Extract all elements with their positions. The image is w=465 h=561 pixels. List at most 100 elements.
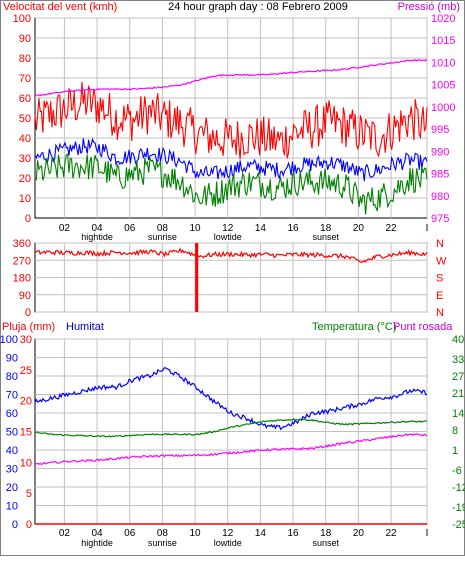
compass-label-3: E bbox=[436, 290, 443, 302]
temperature-axis-tick-5: 8 bbox=[452, 425, 458, 437]
pressure-axis-tick-1: 980 bbox=[431, 191, 449, 203]
pressure-axis-tick-2: 985 bbox=[431, 169, 449, 181]
wind-panel-xtick-9: 20 bbox=[353, 223, 365, 234]
humidity-panel-xtick-2: 06 bbox=[124, 528, 136, 539]
temperature-line bbox=[34, 418, 428, 438]
rain-axis-label: Pluja (mm) bbox=[2, 321, 55, 333]
wind-panel-event-lowtide: lowtide bbox=[214, 232, 242, 242]
humidity-axis-tick-3: 30 bbox=[6, 464, 18, 476]
rain-axis-tick-0: 0 bbox=[26, 519, 32, 531]
temperature-axis-tick-3: -6 bbox=[452, 465, 462, 477]
dewpoint-axis-label: Punt rosada bbox=[393, 321, 453, 333]
compass-label-0: N bbox=[436, 238, 444, 250]
wind-min-line bbox=[34, 153, 428, 215]
wind-axis-tick-3: 30 bbox=[19, 153, 31, 165]
rain-axis-tick-2: 10 bbox=[20, 457, 32, 469]
direction-axis-tick-3: 270 bbox=[13, 255, 31, 267]
pressure-axis-tick-9: 1020 bbox=[431, 13, 455, 25]
dewpoint-line bbox=[34, 433, 428, 466]
humidity-axis-tick-2: 20 bbox=[6, 482, 18, 494]
humidity-panel-xtick-7: 16 bbox=[288, 528, 300, 539]
humidity-panel-event-lowtide: lowtide bbox=[214, 538, 242, 548]
direction-axis-tick-1: 90 bbox=[19, 290, 31, 302]
pressure-axis-tick-5: 1000 bbox=[431, 102, 455, 114]
humidity-panel-xtick-4: 10 bbox=[190, 528, 202, 539]
humidity-panel-xtick-6: 14 bbox=[255, 528, 267, 539]
wind-average-line bbox=[34, 137, 428, 182]
temperature-axis-tick-4: 1 bbox=[452, 445, 458, 457]
direction-axis-tick-2: 180 bbox=[13, 273, 31, 285]
rain-axis-tick-3: 15 bbox=[20, 427, 32, 439]
wind-axis-tick-5: 50 bbox=[19, 113, 31, 125]
wind-panel-xtick-4: 10 bbox=[190, 223, 202, 234]
wind-direction-line bbox=[34, 247, 428, 263]
humidity-panel-xtick-3: 08 bbox=[157, 528, 169, 539]
wind-panel-xtick-8: 18 bbox=[320, 223, 332, 234]
wind-axis-tick-10: 100 bbox=[13, 13, 31, 25]
direction-spike-bar bbox=[195, 243, 199, 312]
humidity-axis-tick-8: 80 bbox=[6, 371, 18, 383]
humidity-panel-event-sunset: sunset bbox=[312, 538, 339, 548]
wind-axis-tick-1: 10 bbox=[19, 193, 31, 205]
wind-panel-xtick-0: 02 bbox=[59, 223, 71, 234]
humidity-panel-xtick-5: 12 bbox=[222, 528, 234, 539]
temperature-axis-tick-7: 21 bbox=[452, 388, 464, 400]
temperature-axis-tick-0: -25 bbox=[452, 519, 465, 531]
wind-panel-xtick-7: 16 bbox=[288, 223, 300, 234]
compass-label-4: N bbox=[436, 307, 444, 319]
humidity-panel-xtick-10: 22 bbox=[386, 528, 398, 539]
humidity-axis-tick-5: 50 bbox=[6, 427, 18, 439]
humidity-panel-event-hightide: hightide bbox=[81, 538, 113, 548]
rain-axis-tick-4: 20 bbox=[20, 396, 32, 408]
humidity-axis-tick-6: 60 bbox=[6, 408, 18, 420]
temperature-axis-tick-6: 14 bbox=[452, 408, 464, 420]
humidity-axis-tick-7: 70 bbox=[6, 390, 18, 402]
wind-axis-tick-8: 80 bbox=[19, 53, 31, 65]
humidity-panel-xtick-0: 02 bbox=[59, 528, 71, 539]
wind-axis-tick-6: 60 bbox=[19, 93, 31, 105]
humidity-axis-tick-0: 0 bbox=[12, 519, 18, 531]
humidity-panel-xtick-1: 04 bbox=[92, 528, 104, 539]
humidity-axis-tick-10: 100 bbox=[0, 334, 18, 346]
pressure-axis-tick-8: 1015 bbox=[431, 35, 455, 47]
wind-axis-tick-9: 90 bbox=[19, 33, 31, 45]
wind-panel-xtick-6: 14 bbox=[255, 223, 267, 234]
pressure-axis-tick-3: 990 bbox=[431, 146, 449, 158]
rain-axis-tick-6: 30 bbox=[20, 334, 32, 346]
graph-title: 24 hour graph day : 08 Febrero 2009 bbox=[168, 1, 348, 13]
direction-axis-tick-4: 360 bbox=[13, 238, 31, 250]
humidity-axis-label: Humitat bbox=[66, 321, 104, 333]
wind-panel-xtick-10: 22 bbox=[386, 223, 398, 234]
pressure-axis-label: Pressió (mb) bbox=[398, 1, 460, 13]
wind-panel-event-hightide: hightide bbox=[81, 232, 113, 242]
humidity-axis-tick-4: 40 bbox=[6, 445, 18, 457]
temperature-axis-tick-8: 27 bbox=[452, 371, 464, 383]
wind-panel-xtick-2: 06 bbox=[124, 223, 136, 234]
temperature-axis-tick-1: -19 bbox=[452, 502, 465, 514]
humidity-panel-xtick-8: 18 bbox=[320, 528, 332, 539]
compass-label-1: W bbox=[436, 255, 447, 267]
wind-panel-event-sunset: sunset bbox=[312, 232, 339, 242]
direction-axis-tick-0: 0 bbox=[25, 307, 31, 319]
pressure-axis-tick-7: 1010 bbox=[431, 57, 455, 69]
pressure-axis-tick-6: 1005 bbox=[431, 80, 455, 92]
wind-panel-xtick-11: I bbox=[426, 223, 429, 234]
humidity-axis-tick-9: 90 bbox=[6, 353, 18, 365]
wind-axis-tick-2: 20 bbox=[19, 173, 31, 185]
temperature-axis-tick-10: 40 bbox=[452, 334, 464, 346]
rain-axis-tick-1: 5 bbox=[26, 488, 32, 500]
humidity-line bbox=[34, 367, 428, 431]
pressure-axis-tick-0: 975 bbox=[431, 213, 449, 225]
wind-panel-xtick-1: 04 bbox=[92, 223, 104, 234]
humidity-panel-xtick-11: I bbox=[426, 528, 429, 539]
wind-panel-event-sunrise: sunrise bbox=[148, 232, 177, 242]
rain-axis-tick-5: 25 bbox=[20, 365, 32, 377]
wind-axis-label: Velocitat del vent (kmh) bbox=[3, 1, 117, 13]
humidity-panel-xtick-9: 20 bbox=[353, 528, 365, 539]
wind-gust-line bbox=[34, 81, 428, 160]
pressure-axis-tick-4: 995 bbox=[431, 124, 449, 136]
pressure-line bbox=[34, 58, 428, 97]
humidity-panel-event-sunrise: sunrise bbox=[148, 538, 177, 548]
